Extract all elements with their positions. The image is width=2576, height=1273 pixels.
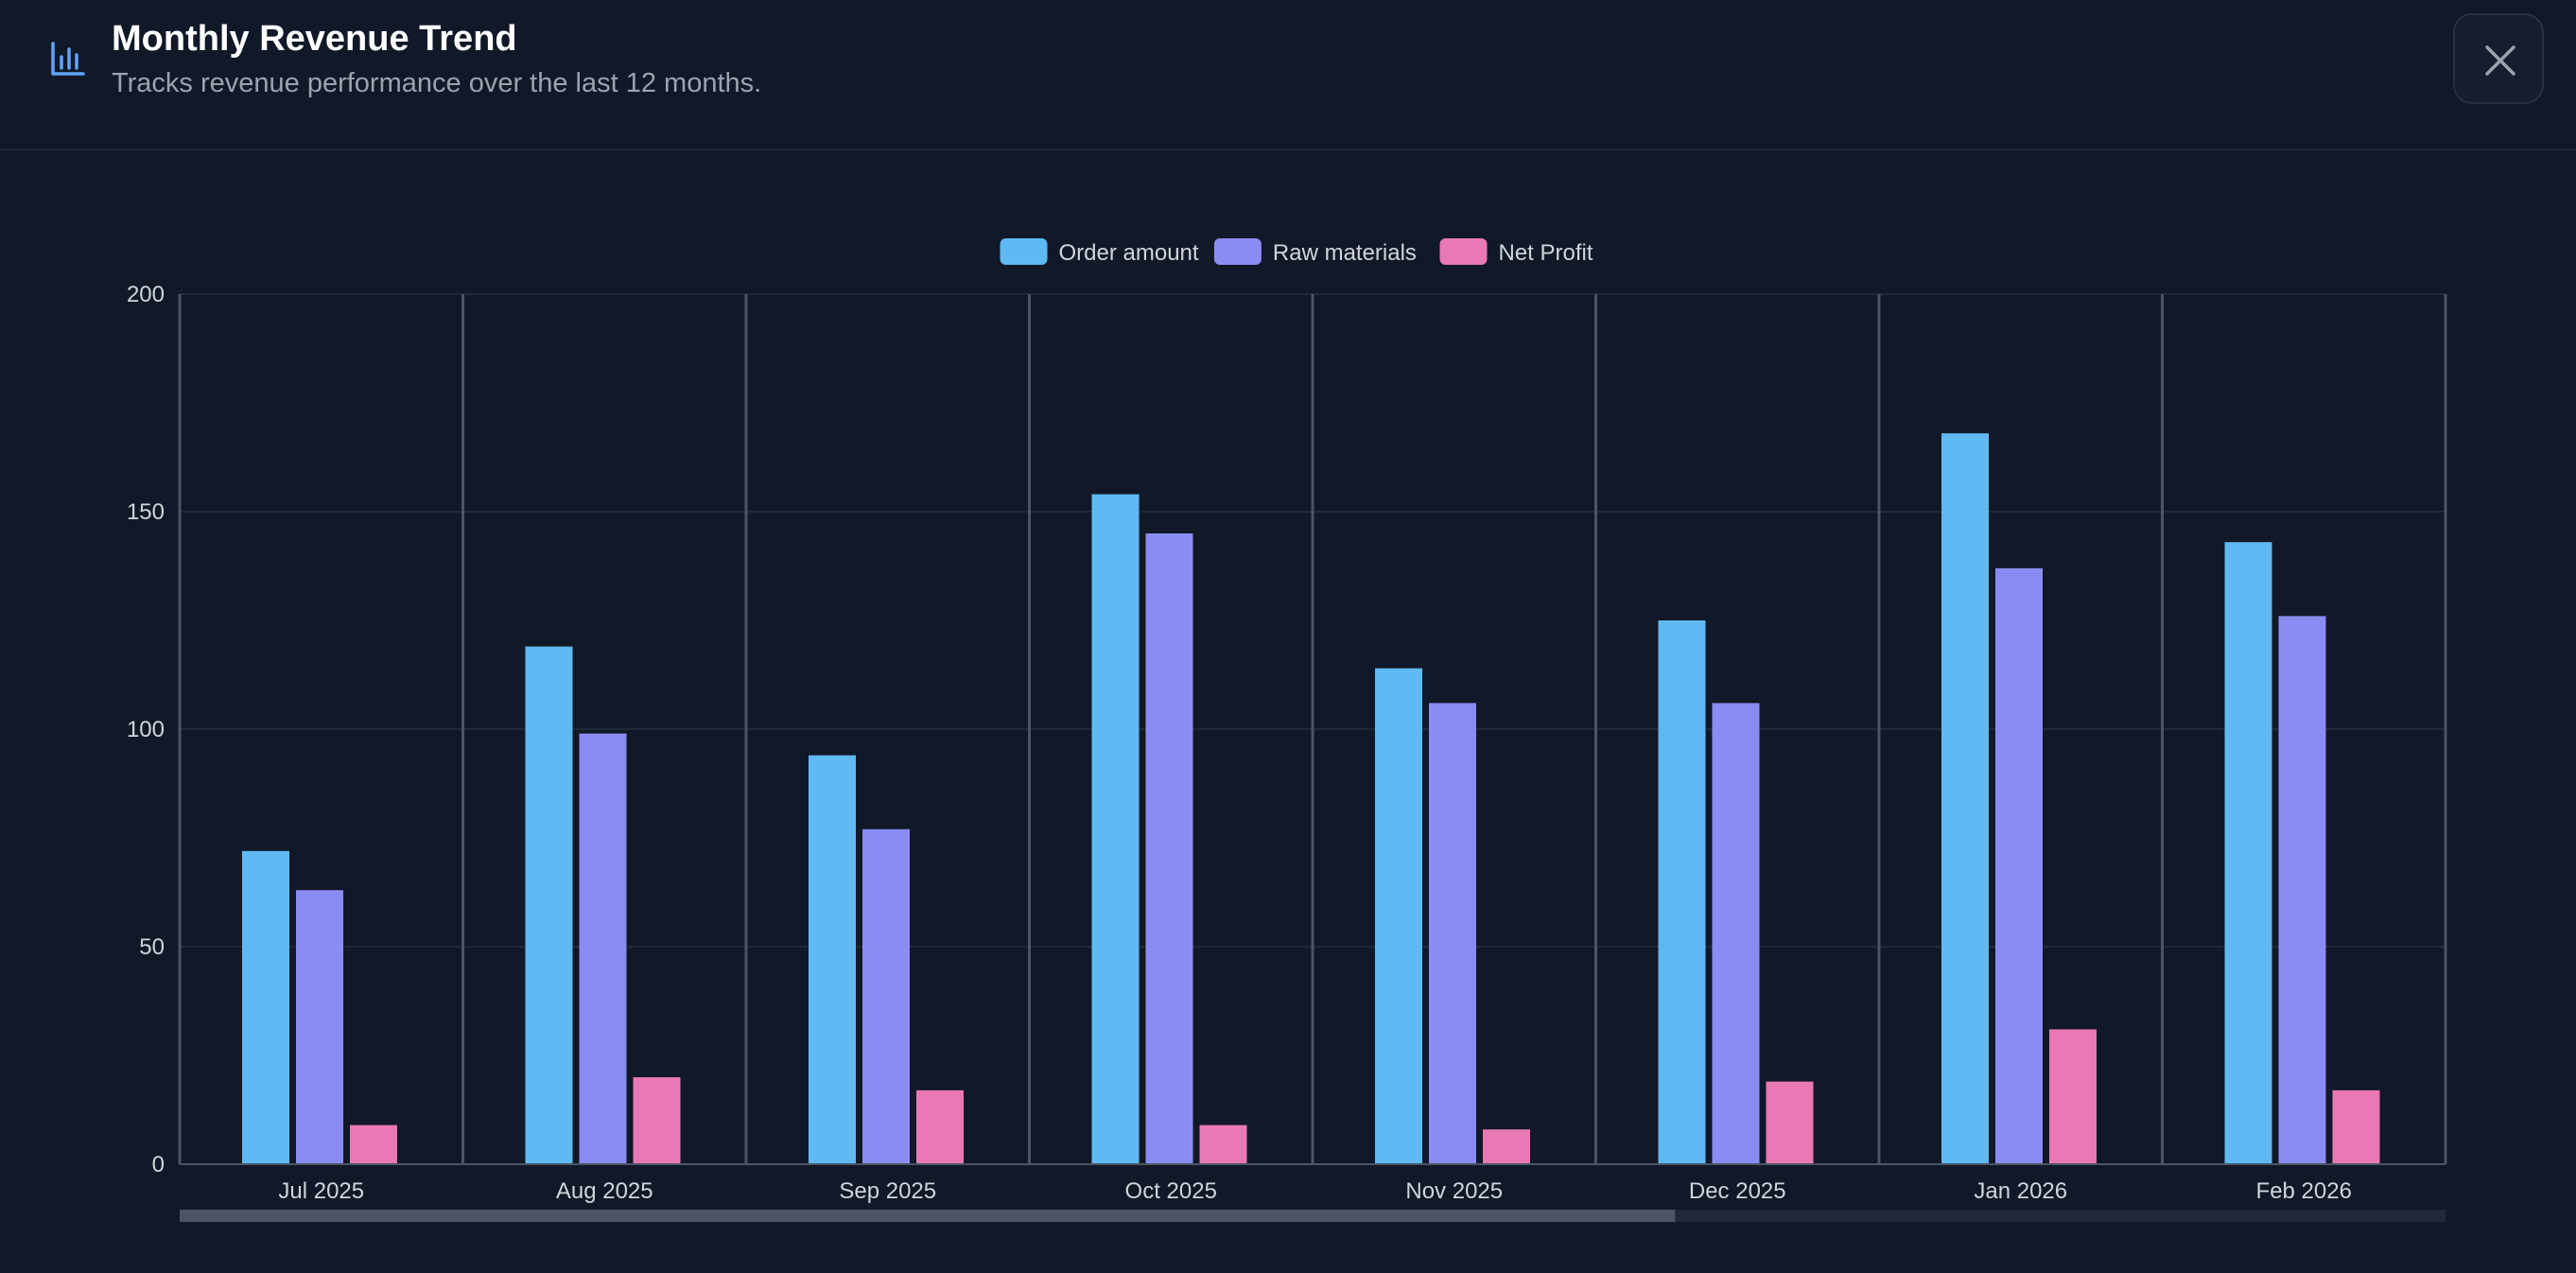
bar (579, 733, 627, 1164)
x-tick-label: Feb 2026 (2256, 1178, 2352, 1204)
scrollbar-thumb[interactable] (180, 1210, 1676, 1222)
close-button[interactable] (2453, 13, 2544, 104)
bar (862, 828, 910, 1164)
bar (2278, 616, 2326, 1164)
legend-label: Raw materials (1273, 240, 1417, 266)
close-icon (2485, 45, 2515, 76)
y-tick-label: 50 (139, 934, 165, 960)
bar (633, 1077, 681, 1164)
bar (2224, 542, 2272, 1164)
bar (1712, 703, 1760, 1164)
bar (350, 1125, 397, 1164)
legend-label: Net Profit (1499, 240, 1593, 266)
x-tick-label: Aug 2025 (556, 1178, 653, 1204)
bar (296, 890, 343, 1164)
bar (1145, 533, 1193, 1164)
bar (1941, 433, 1989, 1164)
x-tick-label: Dec 2025 (1689, 1178, 1786, 1204)
bar (1995, 567, 2043, 1164)
chart-title: Monthly Revenue Trend (112, 19, 517, 59)
y-tick-label: 0 (152, 1152, 165, 1177)
bar (1375, 668, 1422, 1164)
x-tick-label: Jul 2025 (278, 1178, 364, 1204)
bar (525, 646, 573, 1164)
x-tick-label: Jan 2026 (1974, 1178, 2067, 1204)
legend-swatch (1439, 238, 1488, 265)
x-tick-label: Nov 2025 (1405, 1178, 1503, 1204)
bar-chart-icon (51, 42, 85, 76)
bar (1091, 494, 1140, 1164)
bar (242, 850, 289, 1164)
bar (1766, 1081, 1814, 1164)
bar (2049, 1029, 2097, 1164)
header: Monthly Revenue Trend Tracks revenue per… (0, 0, 2576, 150)
x-tick-label: Oct 2025 (1125, 1178, 1217, 1204)
legend-label: Order amount (1059, 240, 1199, 266)
bar (1483, 1129, 1530, 1164)
y-tick-label: 200 (127, 282, 165, 307)
x-tick-label: Sep 2025 (839, 1178, 936, 1204)
bar (809, 755, 856, 1164)
chart-subtitle: Tracks revenue performance over the last… (112, 68, 762, 98)
bar (916, 1090, 964, 1164)
bar (1658, 620, 1706, 1164)
y-tick-label: 150 (127, 499, 165, 525)
bar (1429, 703, 1476, 1164)
y-tick-label: 100 (127, 717, 165, 742)
bar (2332, 1090, 2380, 1164)
legend-swatch (1000, 238, 1048, 265)
legend-swatch (1213, 238, 1262, 265)
bar (1199, 1125, 1247, 1164)
